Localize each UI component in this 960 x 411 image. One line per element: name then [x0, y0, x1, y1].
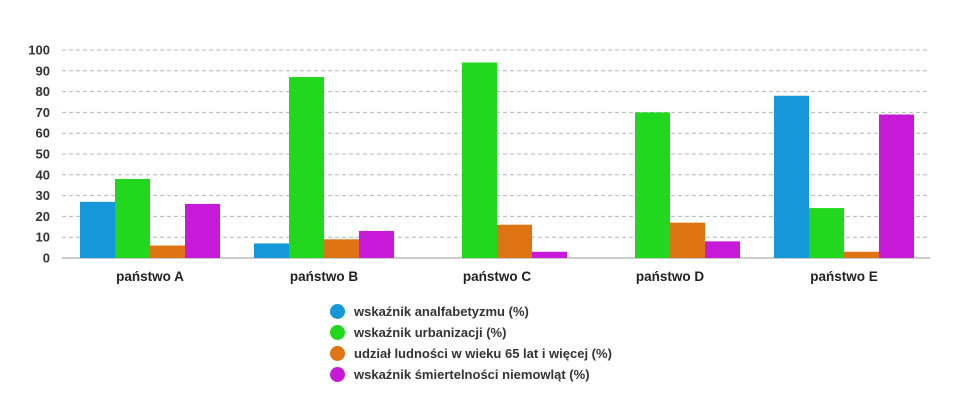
bar-2-3 [462, 62, 497, 259]
y-tick-label: 100 [28, 43, 50, 58]
bar-2-1 [115, 178, 150, 258]
category-label: państwo B [290, 269, 359, 284]
bar-3-5 [844, 251, 879, 258]
bar-4-4 [705, 241, 740, 258]
category-label: państwo E [810, 269, 878, 284]
category-label: państwo A [116, 269, 184, 284]
bar-4-5 [879, 114, 914, 258]
bar-1-5 [774, 95, 809, 258]
bar-1-2 [254, 243, 289, 258]
legend-label: udział ludności w wieku 65 lat i więcej … [354, 346, 612, 361]
legend-label: wskaźnik śmiertelności niemowląt (%) [354, 367, 590, 382]
legend-item: wskaźnik urbanizacji (%) [330, 322, 612, 343]
y-tick-label: 40 [36, 167, 50, 182]
legend-item: wskaźnik analfabetyzmu (%) [330, 301, 612, 322]
y-tick-label: 90 [36, 63, 50, 78]
bars [80, 62, 914, 259]
y-tick-label: 30 [36, 188, 50, 203]
bar-2-2 [289, 77, 324, 258]
y-tick-label: 50 [36, 147, 50, 162]
bar-3-3 [497, 224, 532, 258]
bar-1-1 [80, 201, 115, 258]
y-tick-label: 70 [36, 105, 50, 120]
x-axis-categories: państwo A państwo B państwo C państwo D pańs… [116, 269, 878, 284]
y-tick-label: 0 [43, 251, 50, 266]
legend-item: udział ludności w wieku 65 lat i więcej … [330, 343, 612, 364]
legend-swatch [330, 325, 345, 340]
y-tick-label: 80 [36, 84, 50, 99]
y-tick-label: 10 [36, 230, 50, 245]
bar-4-1 [185, 203, 220, 258]
bar-2-4 [635, 112, 670, 259]
bar-3-2 [324, 239, 359, 258]
legend: wskaźnik analfabetyzmu (%) wskaźnik urban… [330, 301, 612, 385]
legend-swatch [330, 304, 345, 319]
y-tick-label: 60 [36, 126, 50, 141]
bar-3-4 [670, 222, 705, 258]
bar-3-1 [150, 245, 185, 258]
category-label: państwo D [636, 269, 705, 284]
y-axis-ticks: 0 10 20 30 40 50 60 70 80 90 100 [28, 43, 50, 266]
legend-swatch [330, 367, 345, 382]
y-tick-label: 20 [36, 209, 50, 224]
legend-label: wskaźnik urbanizacji (%) [354, 325, 507, 340]
category-label: państwo C [463, 269, 532, 284]
bar-2-5 [809, 208, 844, 258]
legend-label: wskaźnik analfabetyzmu (%) [354, 304, 529, 319]
legend-item: wskaźnik śmiertelności niemowląt (%) [330, 364, 612, 385]
bar-4-3 [532, 251, 567, 258]
legend-swatch [330, 346, 345, 361]
bar-4-2 [359, 230, 394, 258]
